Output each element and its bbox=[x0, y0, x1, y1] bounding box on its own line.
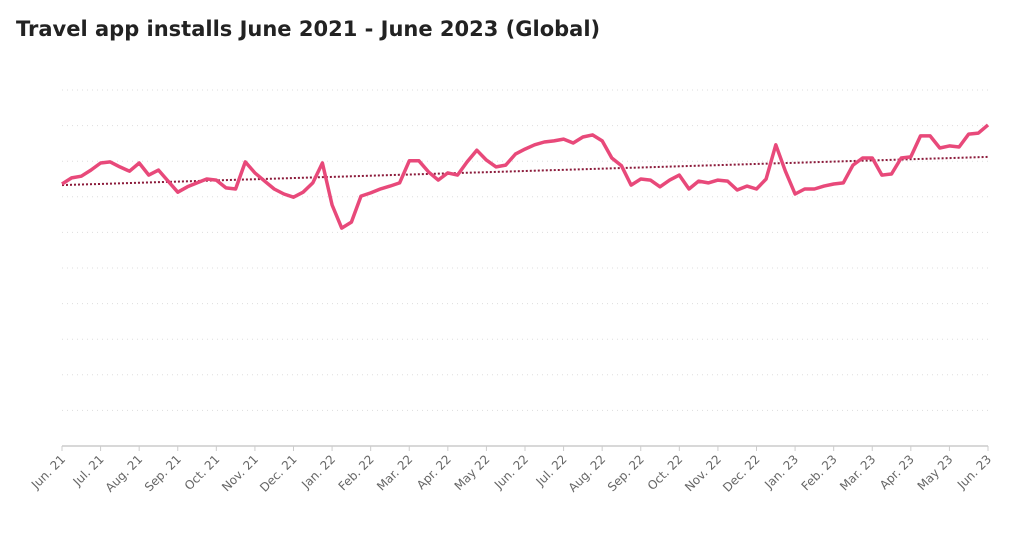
x-tick-label: Jan. 22 bbox=[298, 452, 338, 492]
x-tick-label: Dec. 22 bbox=[720, 452, 763, 495]
x-tick-label: Mar. 23 bbox=[837, 452, 878, 493]
x-tick-label: Feb. 22 bbox=[336, 452, 377, 493]
x-tick-label: Feb. 23 bbox=[799, 452, 840, 493]
x-tick-label: Jun. 23 bbox=[954, 452, 994, 492]
x-tick-label: Aug. 21 bbox=[103, 452, 146, 495]
x-tick-label: Nov. 21 bbox=[219, 452, 261, 494]
x-tick-label: Jun. 21 bbox=[28, 452, 68, 492]
x-tick-label: May 23 bbox=[915, 452, 956, 493]
x-tick-label: Dec. 21 bbox=[257, 452, 300, 495]
trend-line bbox=[61, 155, 989, 187]
x-tick-label: Sep. 22 bbox=[605, 452, 647, 494]
x-tick-label: Jan. 23 bbox=[761, 452, 801, 492]
x-tick-label: Jun. 22 bbox=[491, 452, 531, 492]
x-tick-label: Jul. 21 bbox=[70, 452, 107, 489]
x-tick-label: Jul. 22 bbox=[533, 452, 570, 489]
x-tick-label: Apr. 22 bbox=[414, 452, 454, 492]
x-tick-label: May 22 bbox=[452, 452, 493, 493]
x-tick-label: Mar. 22 bbox=[374, 452, 415, 493]
x-tick-label: Nov. 22 bbox=[682, 452, 724, 494]
chart-title: Travel app installs June 2021 - June 202… bbox=[16, 17, 600, 41]
x-tick-label: Aug. 22 bbox=[566, 452, 609, 495]
x-tick-label: Apr. 23 bbox=[877, 452, 917, 492]
x-tick-label: Oct. 21 bbox=[182, 452, 223, 493]
data-line bbox=[61, 123, 990, 230]
x-tick-label: Sep. 21 bbox=[142, 452, 184, 494]
x-tick-label: Oct. 22 bbox=[645, 452, 686, 493]
